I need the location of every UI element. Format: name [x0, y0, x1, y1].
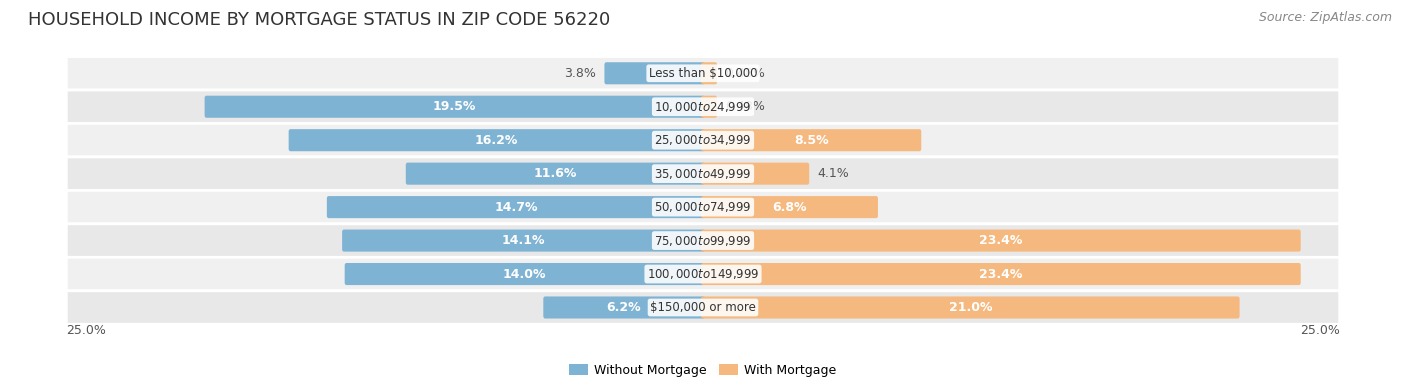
FancyBboxPatch shape	[543, 296, 704, 319]
FancyBboxPatch shape	[66, 190, 1340, 224]
FancyBboxPatch shape	[406, 162, 704, 185]
FancyBboxPatch shape	[342, 230, 704, 251]
Text: 14.7%: 14.7%	[494, 201, 537, 214]
Text: $100,000 to $149,999: $100,000 to $149,999	[647, 267, 759, 281]
FancyBboxPatch shape	[702, 96, 717, 118]
Text: 19.5%: 19.5%	[433, 100, 477, 113]
FancyBboxPatch shape	[288, 129, 704, 151]
Text: $50,000 to $74,999: $50,000 to $74,999	[654, 200, 752, 214]
FancyBboxPatch shape	[702, 62, 717, 84]
FancyBboxPatch shape	[326, 196, 704, 218]
Text: 3.8%: 3.8%	[564, 67, 596, 80]
FancyBboxPatch shape	[702, 263, 1301, 285]
FancyBboxPatch shape	[702, 162, 810, 185]
FancyBboxPatch shape	[702, 230, 1301, 251]
FancyBboxPatch shape	[66, 124, 1340, 157]
Text: Less than $10,000: Less than $10,000	[648, 67, 758, 80]
FancyBboxPatch shape	[702, 296, 1240, 319]
FancyBboxPatch shape	[66, 90, 1340, 124]
Text: 16.2%: 16.2%	[475, 134, 519, 147]
Text: 23.4%: 23.4%	[979, 268, 1022, 280]
Text: 14.0%: 14.0%	[503, 268, 547, 280]
Text: HOUSEHOLD INCOME BY MORTGAGE STATUS IN ZIP CODE 56220: HOUSEHOLD INCOME BY MORTGAGE STATUS IN Z…	[28, 11, 610, 29]
FancyBboxPatch shape	[205, 96, 704, 118]
Text: 0.48%: 0.48%	[725, 67, 765, 80]
FancyBboxPatch shape	[344, 263, 704, 285]
Text: $150,000 or more: $150,000 or more	[650, 301, 756, 314]
Text: 11.6%: 11.6%	[534, 167, 576, 180]
FancyBboxPatch shape	[66, 157, 1340, 190]
Text: 14.1%: 14.1%	[502, 234, 546, 247]
Text: 21.0%: 21.0%	[949, 301, 993, 314]
Text: 0.48%: 0.48%	[725, 100, 765, 113]
Text: $75,000 to $99,999: $75,000 to $99,999	[654, 234, 752, 248]
FancyBboxPatch shape	[702, 196, 877, 218]
Text: Source: ZipAtlas.com: Source: ZipAtlas.com	[1258, 11, 1392, 24]
Text: $10,000 to $24,999: $10,000 to $24,999	[654, 100, 752, 114]
Text: 25.0%: 25.0%	[1299, 324, 1340, 337]
Text: $35,000 to $49,999: $35,000 to $49,999	[654, 167, 752, 181]
FancyBboxPatch shape	[702, 129, 921, 151]
Text: 25.0%: 25.0%	[66, 324, 107, 337]
Legend: Without Mortgage, With Mortgage: Without Mortgage, With Mortgage	[569, 364, 837, 377]
Text: 6.8%: 6.8%	[772, 201, 807, 214]
Text: 6.2%: 6.2%	[607, 301, 641, 314]
Text: $25,000 to $34,999: $25,000 to $34,999	[654, 133, 752, 147]
FancyBboxPatch shape	[66, 224, 1340, 257]
FancyBboxPatch shape	[66, 257, 1340, 291]
FancyBboxPatch shape	[66, 57, 1340, 90]
FancyBboxPatch shape	[66, 291, 1340, 324]
Text: 23.4%: 23.4%	[979, 234, 1022, 247]
FancyBboxPatch shape	[605, 62, 704, 84]
Text: 8.5%: 8.5%	[794, 134, 828, 147]
Text: 4.1%: 4.1%	[818, 167, 849, 180]
